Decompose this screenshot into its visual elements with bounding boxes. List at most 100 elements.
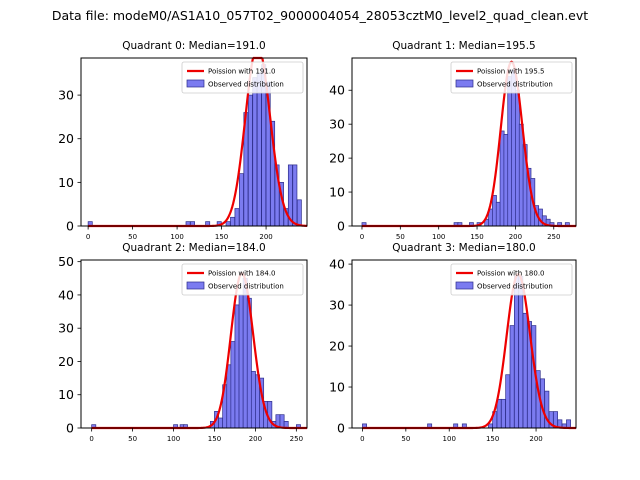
y-tick-label: 0 [337, 421, 345, 436]
x-tick-label: 150 [486, 435, 499, 443]
x-tick-label: 100 [432, 233, 445, 241]
histogram-bar [487, 423, 493, 429]
histogram-bar [218, 417, 224, 429]
y-tick-label: 20 [58, 131, 74, 146]
histogram-bar [250, 371, 256, 429]
x-tick-label: 100 [170, 233, 183, 241]
y-tick-label: 10 [58, 387, 74, 402]
legend: Poission with 191.0 Observed distribution [181, 61, 304, 94]
legend-bar-swatch [186, 281, 205, 290]
histogram-bar [230, 216, 236, 227]
subplot-title: Quadrant 3: Median=180.0 [392, 242, 535, 254]
subplot-title: Quadrant 0: Median=191.0 [122, 40, 265, 52]
legend-box [181, 61, 304, 94]
histogram-bar [279, 414, 285, 429]
y-tick-label: 20 [329, 339, 345, 354]
histogram-bar [522, 312, 528, 429]
x-tick-label: 200 [509, 233, 522, 241]
y-tick-label: 20 [329, 151, 345, 166]
histogram-bar [234, 208, 240, 227]
y-tick-label: 30 [329, 298, 345, 313]
legend-label-observed: Observed distribution [477, 81, 553, 89]
legend-label-poisson: Poission with 184.0 [208, 270, 276, 278]
histogram-bar [242, 277, 248, 429]
axes-frame [80, 57, 308, 227]
y-tick-label: 20 [58, 354, 74, 369]
legend-box [181, 263, 304, 296]
x-tick-label: 150 [208, 435, 221, 443]
histogram-bar [256, 72, 262, 227]
legend-label-poisson: Poission with 191.0 [208, 68, 276, 76]
histogram-bar [238, 294, 244, 429]
legend-box [450, 61, 573, 94]
legend: Poission with 184.0 Observed distribution [181, 263, 304, 296]
histogram-bar [252, 77, 258, 227]
histogram-bar [566, 419, 571, 429]
x-tick-label: 250 [290, 435, 303, 443]
legend-bar-swatch [455, 79, 474, 88]
y-tick-label: 30 [58, 88, 74, 103]
legend-label-observed: Observed distribution [208, 283, 284, 291]
x-tick-label: 50 [396, 233, 405, 241]
subplot-quadrant-0: Quadrant 0: Median=191.0 0 50 100 150 200 0 10 2… [58, 40, 308, 241]
histogram-bar [505, 374, 511, 429]
figure-suptitle: Data file: modeM0/AS1A10_057T02_90000040… [52, 8, 588, 23]
legend: Poission with 180.0 Observed distribution [450, 263, 573, 296]
x-tick-label: 50 [128, 435, 137, 443]
subplot-quadrant-3: Quadrant 3: Median=180.0 0 50 100 150 200 0 10 2… [329, 242, 577, 443]
legend-bar-swatch [186, 79, 205, 88]
axes-frame [351, 259, 577, 429]
poisson-curve [91, 272, 307, 430]
histogram-bar [230, 341, 236, 429]
x-tick-label: 0 [360, 435, 364, 443]
subplot-quadrant-1: Quadrant 1: Median=195.5 0 50 100 150 200 250 0… [329, 40, 577, 241]
histogram-bar [239, 173, 244, 227]
x-tick-label: 150 [215, 233, 228, 241]
x-tick-label: 100 [167, 435, 180, 443]
legend-label-poisson: Poission with 195.5 [477, 68, 545, 76]
histogram-bar [496, 398, 502, 429]
histogram-bar [292, 164, 298, 227]
histogram-bar [225, 221, 231, 227]
x-tick-label: 200 [529, 435, 542, 443]
legend-label-observed: Observed distribution [208, 81, 284, 89]
x-tick-label: 250 [547, 233, 560, 241]
legend-label-poisson: Poission with 180.0 [477, 270, 545, 278]
x-tick-label: 0 [86, 233, 90, 241]
axes-frame [80, 259, 308, 429]
x-tick-label: 0 [360, 233, 364, 241]
histogram-bar [514, 276, 519, 429]
x-tick-label: 100 [443, 435, 456, 443]
x-tick-label: 50 [401, 435, 410, 443]
subplot-quadrant-2: Quadrant 2: Median=184.0 0 50 100 150 200 250 0… [58, 242, 308, 443]
y-tick-label: 0 [337, 219, 345, 234]
legend-bar-swatch [455, 281, 474, 290]
legend-label-observed: Observed distribution [477, 283, 553, 291]
x-tick-label: 0 [89, 435, 93, 443]
histogram-bar [247, 94, 253, 227]
histogram-bar [234, 304, 240, 429]
subplot-title: Quadrant 1: Median=195.5 [392, 40, 535, 52]
y-tick-label: 30 [329, 117, 345, 132]
legend: Poission with 195.5 Observed distribution [450, 61, 573, 94]
subplot-title: Quadrant 2: Median=184.0 [122, 242, 265, 254]
x-tick-label: 200 [249, 435, 262, 443]
y-tick-label: 0 [66, 219, 74, 234]
histogram-bar [509, 325, 515, 429]
y-tick-label: 40 [58, 287, 74, 302]
y-tick-label: 30 [58, 321, 74, 336]
y-tick-label: 0 [66, 421, 74, 436]
histogram-bar [226, 364, 232, 429]
x-tick-label: 150 [470, 233, 483, 241]
histogram-bar [296, 199, 302, 227]
y-tick-label: 40 [329, 257, 345, 272]
y-tick-label: 50 [58, 254, 74, 269]
x-tick-label: 50 [128, 233, 137, 241]
histogram-bar [500, 398, 506, 429]
y-tick-label: 10 [329, 185, 345, 200]
y-tick-label: 40 [329, 83, 345, 98]
x-tick-label: 200 [259, 233, 272, 241]
legend-box [450, 263, 573, 296]
y-tick-label: 10 [58, 175, 74, 190]
